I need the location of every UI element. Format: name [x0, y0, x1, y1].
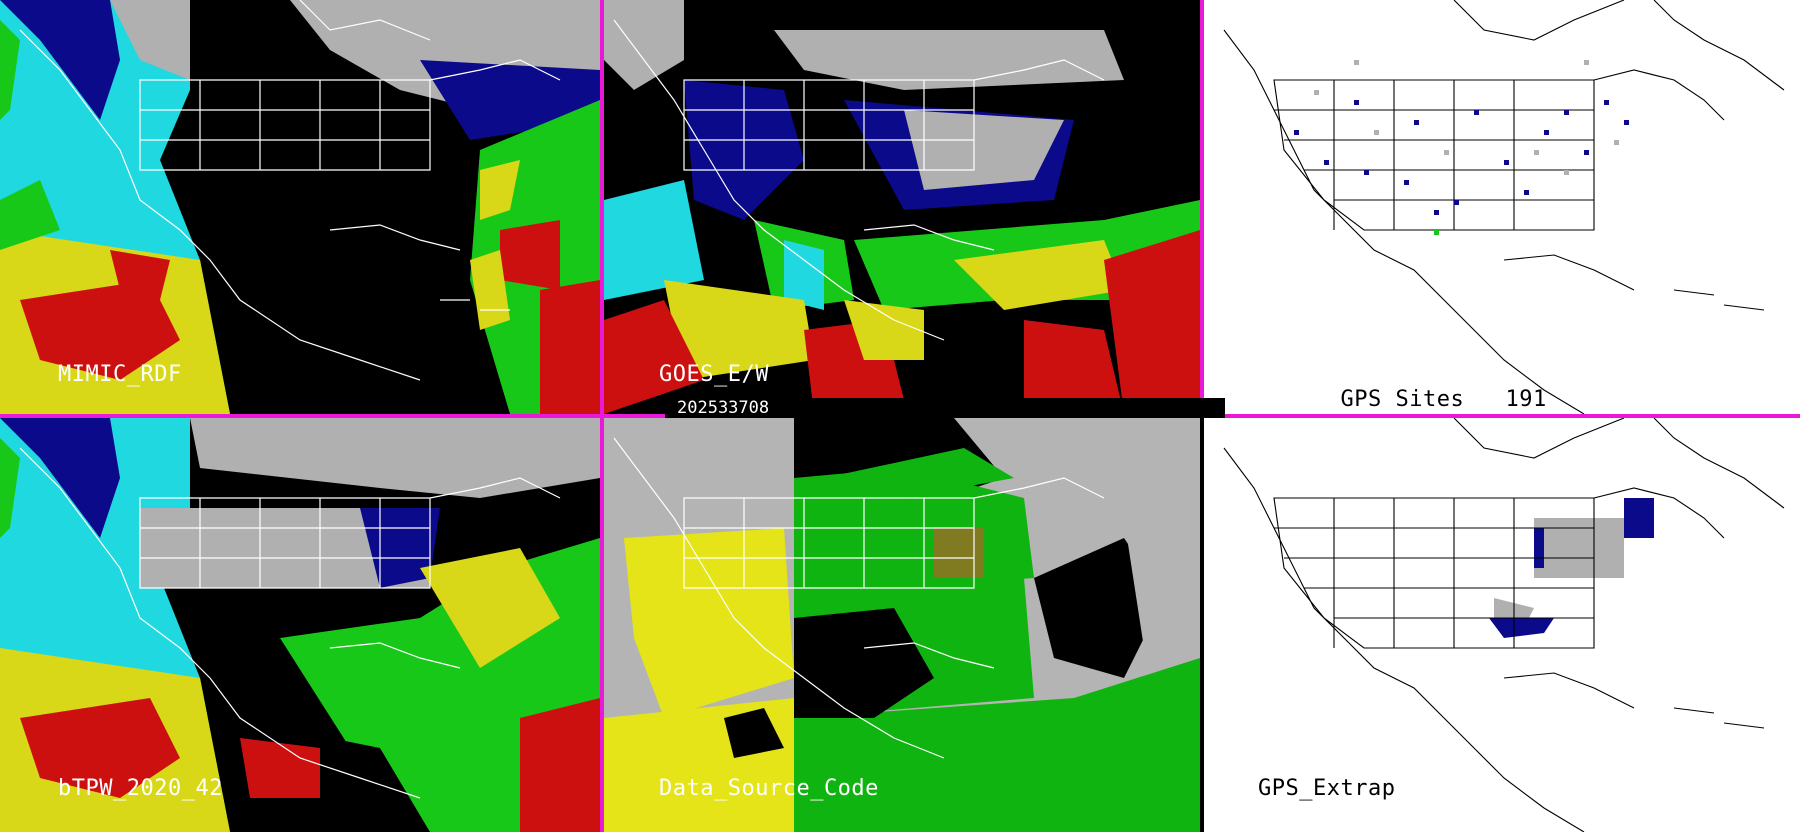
btpw-map — [0, 418, 600, 832]
goes-ew-label: GOES_E/W — [659, 362, 769, 387]
goes-ew-map — [604, 0, 1200, 414]
data-source-label: Data_Source_Code — [659, 776, 879, 801]
btpw-panel: bTPW_2020_42 — [0, 418, 600, 832]
mimic-rdf-label: MIMIC_RDF — [58, 362, 182, 387]
gps-sites-panel: GPS Sites 191 — [1204, 0, 1800, 414]
data-source-panel: Data_Source_Code — [604, 418, 1200, 832]
panel-divider-vertical-right — [1200, 0, 1204, 418]
gps-extrap-panel: GPS_Extrap — [1204, 418, 1800, 832]
mimic-rdf-panel: MIMIC_RDF — [0, 0, 600, 414]
gps-sites-title: GPS Sites — [1340, 387, 1465, 412]
goes-ew-panel: GOES_E/W — [604, 0, 1200, 414]
btpw-label: bTPW_2020_42 — [58, 776, 223, 801]
gps-sites-map — [1204, 0, 1800, 414]
mimic-rdf-map — [0, 0, 600, 414]
data-source-map — [604, 418, 1200, 832]
gps-sites-label: GPS Sites 191 — [1258, 362, 1547, 414]
gps-sites-count: 191 — [1505, 387, 1547, 412]
gps-extrap-map — [1204, 418, 1800, 832]
timestamp-bar: 202533708 — [665, 398, 1225, 418]
gps-extrap-label: GPS_Extrap — [1258, 776, 1396, 801]
